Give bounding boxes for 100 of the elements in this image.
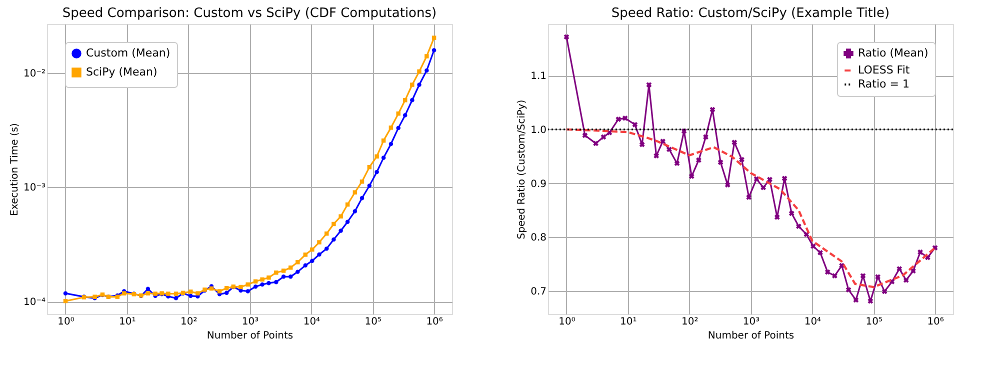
point <box>324 246 329 251</box>
point <box>360 196 364 200</box>
point <box>281 268 286 273</box>
x-axis-title: Number of Points <box>708 330 794 342</box>
x-tick-label: 10⁵ <box>364 316 382 328</box>
point <box>317 240 322 244</box>
point <box>188 294 193 298</box>
point <box>274 270 278 275</box>
x-tick-label: 10¹ <box>119 316 136 328</box>
x-tick-label: 10⁴ <box>804 316 822 328</box>
point <box>266 275 271 280</box>
point <box>332 222 336 226</box>
x-tick-label: 10⁰ <box>58 316 74 328</box>
point <box>146 286 150 292</box>
point <box>639 142 645 148</box>
point <box>918 249 923 255</box>
point <box>810 243 816 249</box>
point <box>266 280 271 286</box>
point <box>238 284 243 290</box>
point <box>410 82 414 87</box>
point <box>910 268 916 274</box>
point <box>818 250 823 256</box>
point <box>338 214 343 218</box>
x-tick-label: 10² <box>180 316 198 328</box>
point <box>754 176 760 182</box>
point <box>388 126 394 130</box>
x-tick-label: 10⁴ <box>303 316 320 328</box>
point <box>660 138 666 144</box>
point <box>196 291 200 296</box>
x-tick-label: 10¹ <box>620 316 637 328</box>
y-tick-label: 0.7 <box>530 286 546 298</box>
point <box>674 160 680 166</box>
chart-title: Speed Ratio: Custom/SciPy (Example Title) <box>611 6 890 21</box>
legend-label: Custom (Mean) <box>86 46 170 60</box>
point <box>310 258 314 263</box>
point <box>868 298 874 304</box>
point <box>432 36 436 40</box>
point <box>875 274 881 280</box>
point <box>396 126 400 130</box>
point <box>374 170 379 174</box>
point <box>424 54 429 58</box>
point <box>654 153 660 159</box>
legend-label: LOESS Fit <box>858 64 910 76</box>
point <box>352 209 358 214</box>
point <box>260 282 264 287</box>
point <box>616 116 622 122</box>
point <box>882 288 888 294</box>
y-tick-label: 10⁻³ <box>23 182 46 194</box>
y-tick-label: 10⁻² <box>23 68 46 80</box>
point <box>632 122 638 128</box>
x-tick-label: 10² <box>681 316 698 328</box>
point <box>417 82 422 87</box>
point <box>317 252 322 257</box>
y-tick-label: 10⁻⁴ <box>23 297 46 308</box>
point <box>767 176 772 182</box>
point <box>410 98 414 102</box>
legend-label: SciPy (Mean) <box>86 66 158 78</box>
point <box>374 154 379 159</box>
point <box>296 260 300 264</box>
point <box>246 282 250 287</box>
point <box>345 220 350 224</box>
point <box>174 296 178 300</box>
y-axis-title: Speed Ratio (Custom/SciPy) <box>516 100 528 240</box>
point <box>774 214 780 220</box>
point <box>288 266 293 270</box>
point <box>746 194 752 200</box>
x-axis-title: Number of Points <box>206 330 294 342</box>
point <box>860 273 866 279</box>
y-axis-title: Execution Time (s) <box>9 122 20 216</box>
point <box>281 274 286 279</box>
y-tick-label: 0.8 <box>530 232 546 244</box>
point <box>832 273 838 279</box>
point <box>796 224 802 230</box>
y-tick-label: 0.9 <box>530 178 546 190</box>
point <box>352 190 358 194</box>
point <box>424 68 429 73</box>
legend-label: Ratio (Mean) <box>858 46 928 60</box>
point <box>710 106 716 112</box>
point <box>338 228 343 233</box>
point <box>760 184 766 190</box>
point <box>853 297 859 303</box>
point <box>288 274 293 279</box>
point <box>224 286 229 290</box>
point <box>402 98 408 102</box>
point <box>688 174 694 179</box>
point <box>739 156 744 162</box>
point <box>153 292 158 296</box>
y-tick-label: 1.0 <box>530 124 546 136</box>
point <box>224 290 229 296</box>
point <box>782 176 788 182</box>
chart-title: Speed Comparison: Custom vs SciPy (CDF Computations) <box>62 6 437 21</box>
point <box>903 277 909 283</box>
point <box>724 182 730 188</box>
point <box>260 277 264 282</box>
point <box>696 157 702 163</box>
point <box>646 82 652 88</box>
point <box>718 160 724 165</box>
point <box>402 113 408 118</box>
point <box>246 289 250 294</box>
point <box>217 289 222 294</box>
